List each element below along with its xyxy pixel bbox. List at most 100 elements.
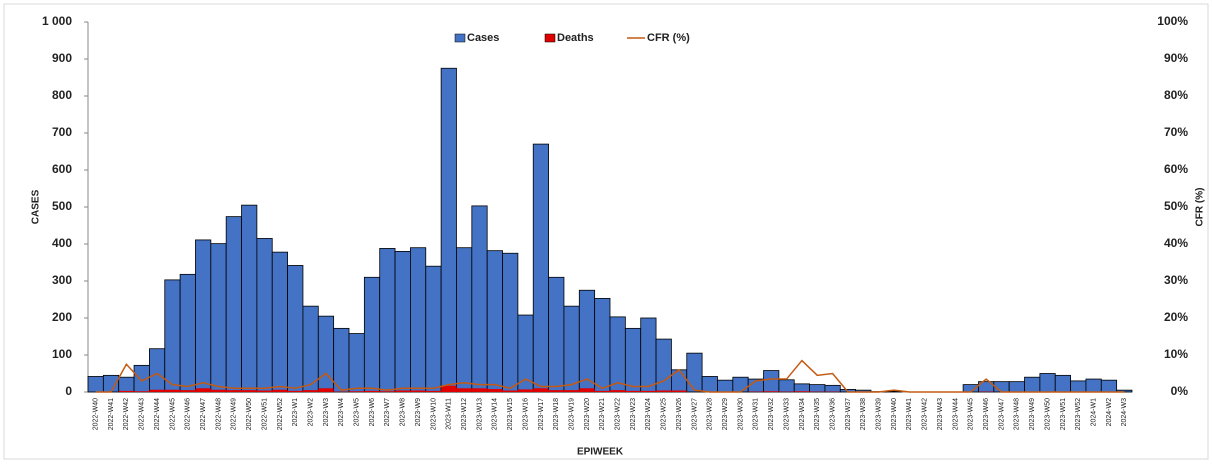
bar: [656, 391, 671, 392]
x-tick-label: 2022-W47: [200, 398, 207, 430]
bar: [242, 205, 257, 392]
x-tick-label: 2023-W5: [354, 398, 361, 427]
x-tick-label: 2023-W9: [415, 398, 422, 427]
x-tick-label: 2023-W7: [384, 398, 391, 427]
x-tick-label: 2023-W29: [722, 398, 729, 430]
x-tick-label: 2022-W43: [139, 398, 146, 430]
y-tick-label: 100: [52, 347, 72, 361]
x-tick-label: 2023-W39: [876, 398, 883, 430]
bar: [533, 388, 548, 392]
bar: [472, 388, 487, 392]
x-tick-label: 2023-W20: [584, 398, 591, 430]
x-tick-label: 2023-W13: [476, 398, 483, 430]
legend-label: CFR (%): [647, 32, 690, 44]
bar: [364, 391, 379, 392]
bar: [641, 318, 656, 392]
x-tick-label: 2023-W22: [615, 398, 622, 430]
y2-tick-label: 30%: [1164, 273, 1188, 287]
x-tick-label: 2024-W1: [1090, 398, 1097, 427]
bar: [641, 391, 656, 392]
bar: [441, 68, 456, 392]
x-tick-label: 2023-W3: [323, 398, 330, 427]
x-tick-label: 2023-W40: [891, 398, 898, 430]
x-tick-label: 2023-W45: [968, 398, 975, 430]
bar: [487, 251, 502, 392]
bar: [825, 385, 840, 392]
legend-swatch: [545, 34, 555, 42]
y2-tick-label: 80%: [1164, 88, 1188, 102]
x-tick-label: 2022-W52: [277, 398, 284, 430]
bar: [764, 391, 779, 392]
bar: [349, 391, 364, 392]
y-tick-label: 0: [65, 384, 72, 398]
y2-tick-label: 40%: [1164, 236, 1188, 250]
bar: [625, 328, 640, 392]
x-tick-label: 2023-W52: [1075, 398, 1082, 430]
x-tick-label: 2023-W42: [922, 398, 929, 430]
bar: [503, 253, 518, 392]
y-tick-label: 1 000: [42, 14, 72, 28]
bar: [211, 244, 226, 392]
x-axis-title: EPIWEEK: [577, 447, 624, 458]
x-tick-label: 2023-W15: [507, 398, 514, 430]
bar: [380, 391, 395, 392]
x-tick-label: 2023-W41: [906, 398, 913, 430]
bar: [426, 266, 441, 392]
legend-label: Deaths: [557, 32, 594, 44]
bar: [242, 390, 257, 392]
bar: [456, 388, 471, 392]
x-tick-label: 2023-W25: [661, 398, 668, 430]
bar: [288, 391, 303, 392]
bar: [564, 306, 579, 392]
bar: [687, 353, 702, 392]
bar: [272, 252, 287, 392]
y2-tick-label: 90%: [1164, 51, 1188, 65]
bar: [518, 315, 533, 392]
x-tick-label: 2022-W51: [261, 398, 268, 430]
bar: [779, 380, 794, 392]
y-tick-label: 400: [52, 236, 72, 250]
bar: [195, 240, 210, 392]
bar: [165, 280, 180, 392]
bar: [257, 238, 272, 392]
x-tick-label: 2023-W32: [768, 398, 775, 430]
bar: [364, 277, 379, 392]
bar: [380, 248, 395, 392]
y2-tick-label: 60%: [1164, 162, 1188, 176]
x-tick-label: 2022-W42: [123, 398, 130, 430]
bar: [426, 391, 441, 392]
y2-axis-title: CFR (%): [1195, 188, 1206, 227]
bar: [610, 390, 625, 392]
x-tick-label: 2024-W2: [1106, 398, 1113, 427]
legend-label: Cases: [467, 32, 499, 44]
x-tick-label: 2023-W33: [783, 398, 790, 430]
bar: [119, 377, 134, 392]
bar: [702, 376, 717, 392]
bar: [656, 339, 671, 392]
x-tick-label: 2022-W40: [93, 398, 100, 430]
bar: [579, 388, 594, 392]
x-tick-label: 2023-W2: [307, 398, 314, 427]
x-tick-label: 2023-W46: [983, 398, 990, 430]
bar: [211, 390, 226, 392]
bar: [334, 328, 349, 392]
y-tick-label: 200: [52, 310, 72, 324]
bar: [1055, 375, 1070, 392]
bar: [717, 380, 732, 392]
y-tick-label: 800: [52, 88, 72, 102]
legend-swatch: [455, 34, 465, 42]
y2-tick-label: 50%: [1164, 199, 1188, 213]
bar: [595, 298, 610, 392]
bar: [671, 391, 686, 392]
x-tick-label: 2023-W51: [1060, 398, 1067, 430]
x-tick-label: 2023-W34: [799, 398, 806, 430]
bar: [472, 206, 487, 392]
bar: [1009, 382, 1024, 392]
x-tick-label: 2023-W23: [630, 398, 637, 430]
x-tick-label: 2023-W50: [1044, 398, 1051, 430]
x-tick-label: 2023-W6: [369, 398, 376, 427]
bar: [134, 391, 149, 392]
y-tick-label: 600: [52, 162, 72, 176]
bar: [272, 390, 287, 392]
bar: [180, 274, 195, 392]
